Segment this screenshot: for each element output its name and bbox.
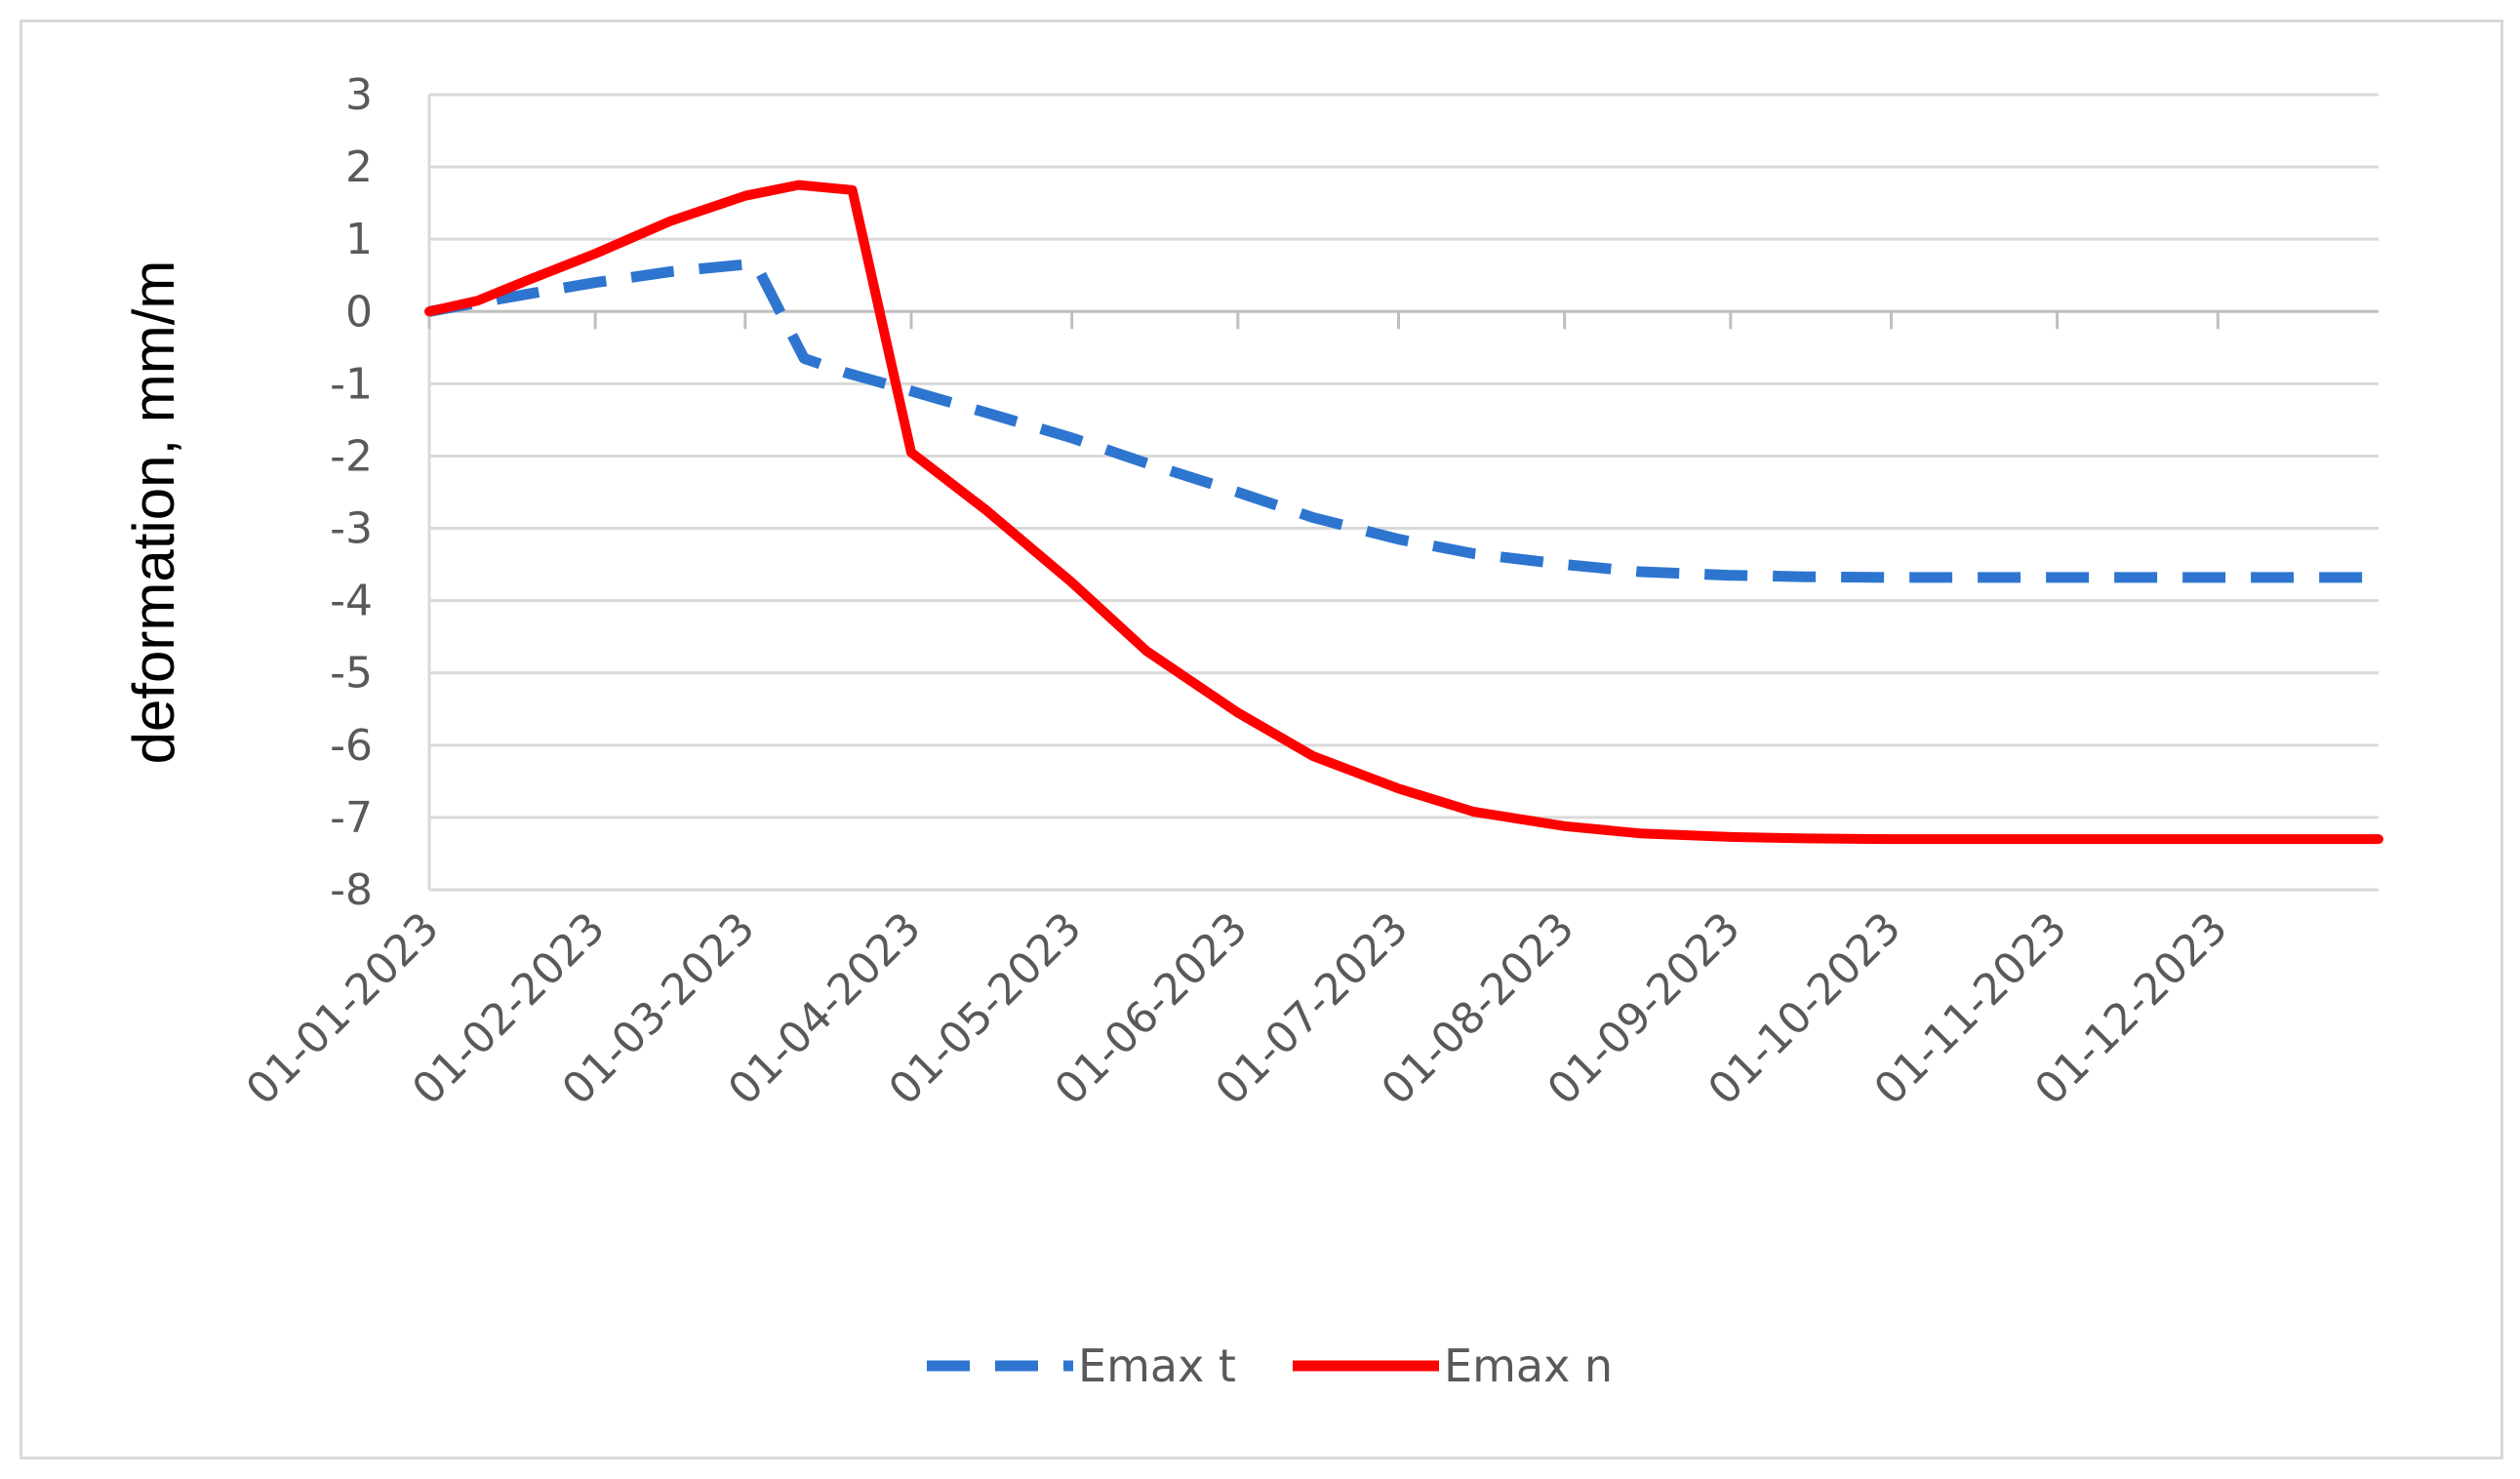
y-tick-label: 2 — [345, 142, 373, 192]
y-tick-label: -6 — [330, 721, 373, 771]
series-line-emax-t — [428, 259, 2379, 583]
y-tick-label: -4 — [330, 577, 373, 626]
axes — [427, 95, 2379, 890]
y-tick-label: -1 — [330, 359, 373, 409]
y-tick-label: -3 — [330, 504, 373, 554]
series-lines — [424, 180, 2383, 845]
y-tick-label: -8 — [330, 865, 373, 915]
y-tick-labels: 3 2 1 0 -1 -2 -3 -4 -5 -6 -7 -8 — [330, 70, 373, 915]
legend: Emax t Emax n — [927, 1339, 1613, 1392]
y-axis-label: deformation, mm/m — [121, 260, 186, 765]
y-tick-label: 0 — [345, 287, 373, 337]
chart-frame — [20, 20, 2503, 1459]
y-tick-label: 1 — [345, 215, 373, 264]
y-tick-label: -7 — [330, 793, 373, 843]
gridlines — [429, 93, 2379, 892]
legend-label-emax-t: Emax t — [1078, 1339, 1236, 1392]
legend-label-emax-n: Emax n — [1444, 1339, 1613, 1392]
series-line-emax-n — [424, 180, 2383, 845]
y-tick-label: 3 — [345, 70, 373, 120]
x-tick-labels: 01-01-202301-02-202301-03-202301-04-2023… — [237, 903, 2237, 1115]
y-tick-label: -5 — [330, 649, 373, 699]
y-tick-label: -2 — [330, 431, 373, 481]
